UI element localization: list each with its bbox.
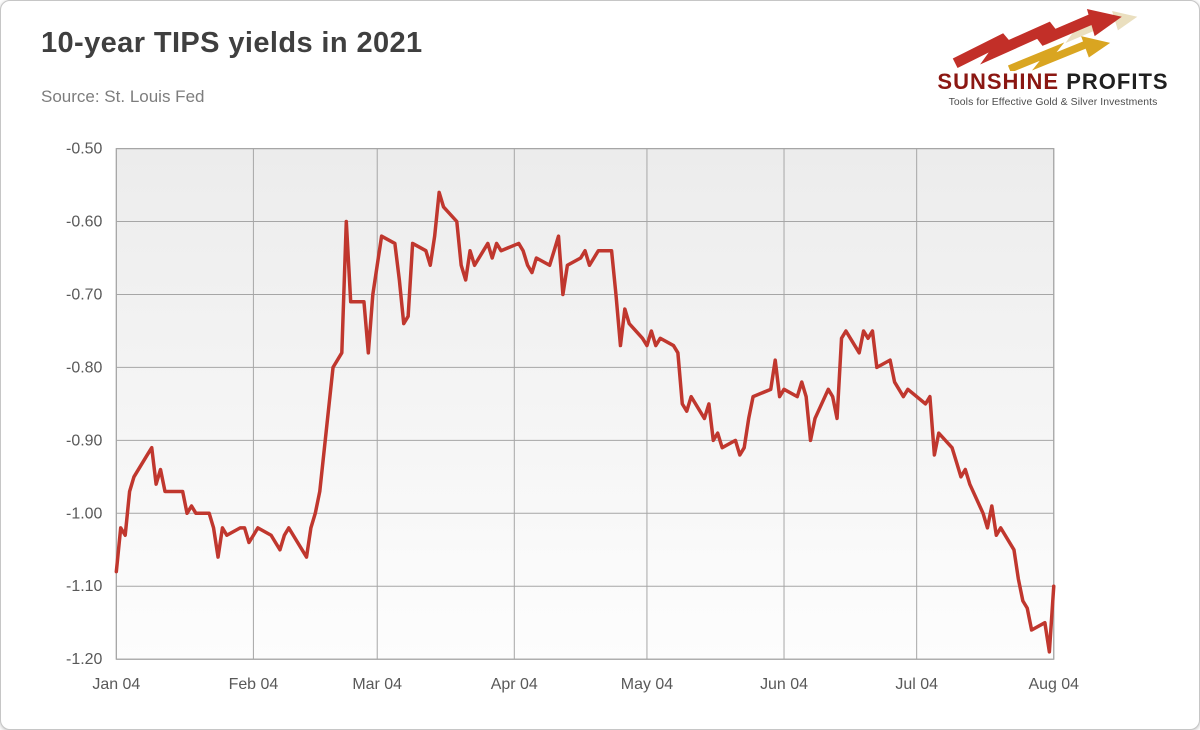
chart-title: 10-year TIPS yields in 2021	[41, 27, 423, 59]
x-axis-label: Mar 04	[352, 676, 402, 693]
y-axis-label: -0.70	[66, 286, 102, 303]
logo-arrows-icon	[952, 9, 1138, 71]
x-axis-label: Aug 04	[1028, 676, 1079, 693]
logo-arrow-gold	[1007, 41, 1087, 71]
x-axis-label: Apr 04	[491, 676, 538, 693]
y-axis-label: -0.50	[66, 141, 102, 158]
y-axis-label: -0.90	[66, 432, 102, 449]
logo-tagline: Tools for Effective Gold & Silver Invest…	[948, 97, 1158, 108]
y-axis-label: -1.20	[66, 651, 102, 668]
logo-text-profits: PROFITS	[1066, 69, 1169, 94]
x-axis-label: Jun 04	[760, 676, 808, 693]
y-axis-label: -0.60	[66, 214, 102, 231]
x-axis-label: Jul 04	[895, 676, 938, 693]
sunshine-profits-logo: SUNSHINE PROFITS Tools for Effective Gol…	[927, 9, 1179, 108]
y-axis-label: -1.00	[66, 505, 102, 522]
logo-arrow-pale-head	[1112, 10, 1138, 31]
logo-arrow-gold-head	[1081, 36, 1111, 58]
logo-arrow-red-head	[1086, 9, 1122, 37]
x-axis-label: Jan 04	[92, 676, 140, 693]
logo-text-sunshine: SUNSHINE	[937, 69, 1060, 94]
y-axis-label: -1.10	[66, 578, 102, 595]
logo-arrow-red	[952, 13, 1095, 69]
plot-area	[116, 148, 1054, 660]
y-axis-label: -0.80	[66, 359, 102, 376]
plot-border	[115, 147, 1055, 660]
x-axis-label: Feb 04	[229, 676, 279, 693]
source-label: Source: St. Louis Fed	[41, 87, 205, 106]
logo-wordmark: SUNSHINE PROFITS	[927, 69, 1179, 95]
yield-line	[114, 190, 1056, 654]
x-axis-label: May 04	[621, 676, 673, 693]
